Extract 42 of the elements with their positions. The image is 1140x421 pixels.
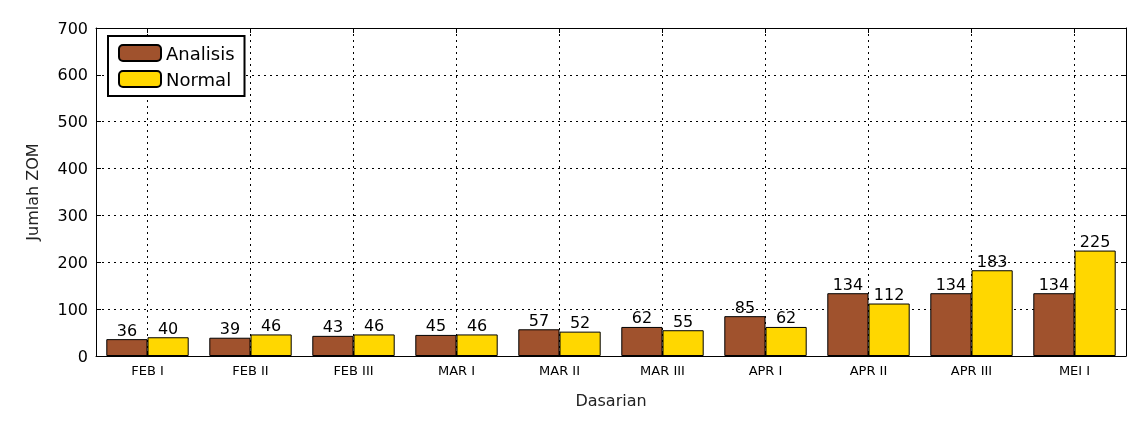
- data-label: 46: [363, 315, 385, 335]
- x-axis-title: Dasarian: [575, 390, 647, 410]
- x-tick-label: MEI I: [1058, 363, 1091, 378]
- data-label: 134: [832, 274, 864, 294]
- data-label: 40: [157, 318, 179, 338]
- data-label: 46: [466, 315, 488, 335]
- data-label: 55: [672, 311, 694, 331]
- x-tick-label: MAR III: [640, 363, 685, 378]
- data-label: 85: [734, 297, 756, 317]
- x-tick-label: MAR II: [539, 363, 580, 378]
- x-tick-label: APR III: [950, 363, 993, 378]
- data-label: 36: [116, 320, 138, 340]
- data-label: 134: [1038, 274, 1070, 294]
- x-tick-label: MAR I: [437, 363, 476, 378]
- x-tick-label: FEB I: [131, 363, 164, 378]
- x-tick-label: APR II: [849, 363, 888, 378]
- y-tick-label: 100: [57, 299, 88, 319]
- y-tick-label: 500: [57, 112, 88, 132]
- data-label: 62: [775, 308, 797, 328]
- y-tick-label: 700: [57, 18, 88, 38]
- data-label: 46: [260, 315, 282, 335]
- legend-label: Normal: [166, 68, 232, 90]
- data-label: 45: [425, 316, 447, 336]
- data-label: 134: [935, 274, 967, 294]
- data-label: 52: [569, 313, 591, 333]
- data-label: 225: [1079, 232, 1111, 252]
- legend-label: Analisis: [166, 42, 235, 64]
- y-axis-title: Jumlah ZOM: [22, 143, 42, 242]
- y-tick-label: 200: [57, 252, 88, 272]
- x-tick-label: APR I: [748, 363, 783, 378]
- data-label: 57: [528, 310, 550, 330]
- data-label: 62: [631, 308, 653, 328]
- x-tick-label: FEB II: [232, 363, 269, 378]
- y-tick-label: 400: [57, 159, 88, 179]
- y-tick-label: 0: [77, 346, 88, 366]
- data-label: 39: [219, 319, 241, 339]
- data-label: 183: [976, 251, 1008, 271]
- data-label: 112: [873, 285, 905, 305]
- data-label: 43: [322, 317, 344, 337]
- y-tick-label: 600: [57, 65, 88, 85]
- y-tick-label: 300: [57, 205, 88, 225]
- x-tick-label: FEB III: [333, 363, 374, 378]
